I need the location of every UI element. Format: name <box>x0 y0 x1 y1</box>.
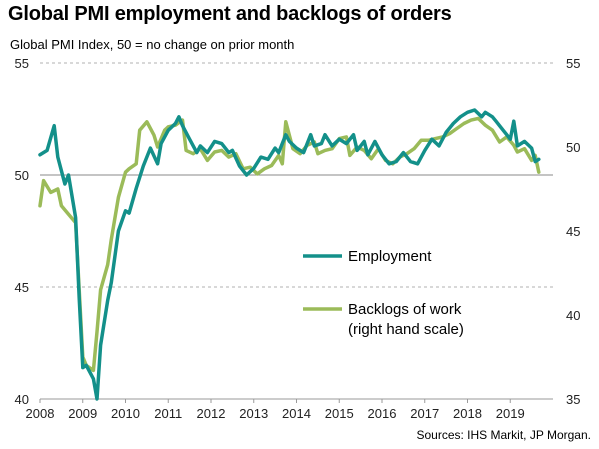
x-tick-label: 2011 <box>154 406 182 421</box>
x-tick-label: 2014 <box>282 406 311 421</box>
right-tick-label: 55 <box>566 56 580 71</box>
x-tick-label: 2010 <box>111 406 140 421</box>
series-line-employment <box>38 108 541 401</box>
x-tick-label: 2012 <box>197 406 226 421</box>
legend-label-employment: Employment <box>348 248 432 265</box>
legend: Employment Backlogs of work (right hand s… <box>303 248 464 338</box>
x-tick-label: 2008 <box>26 406 55 421</box>
right-y-axis: 35 40 45 50 55 <box>566 56 580 407</box>
legend-label-line: (right hand scale) <box>348 321 464 338</box>
x-tick-label: 2009 <box>68 406 97 421</box>
left-tick-label: 40 <box>15 392 29 407</box>
x-axis: 2008 2009 2010 2011 2012 2013 2014 2015 2016 2017… <box>26 399 525 421</box>
left-y-axis: 40 45 50 55 <box>15 56 29 407</box>
series-layer <box>38 108 541 401</box>
left-tick-label: 45 <box>15 280 29 295</box>
legend-item-employment: Employment <box>303 248 432 265</box>
x-tick-label: 2013 <box>239 406 268 421</box>
x-tick-label: 2016 <box>368 406 397 421</box>
x-tick-label: 2017 <box>410 406 439 421</box>
left-tick-label: 50 <box>15 168 29 183</box>
right-tick-label: 45 <box>566 224 580 239</box>
source-note: Sources: IHS Markit, JP Morgan. <box>416 428 591 442</box>
right-tick-label: 40 <box>566 308 580 323</box>
x-tick-label: 2018 <box>453 406 482 421</box>
left-tick-label: 55 <box>15 56 29 71</box>
chart-title: Global PMI employment and backlogs of or… <box>8 3 452 25</box>
legend-item-backlogs: Backlogs of work (right hand scale) <box>303 301 464 338</box>
x-tick-label: 2015 <box>325 406 354 421</box>
right-tick-label: 35 <box>566 392 580 407</box>
legend-label-line: Backlogs of work <box>348 301 462 318</box>
chart-subtitle: Global PMI Index, 50 = no change on prio… <box>10 37 295 52</box>
series-line-backlogs-of-work <box>38 116 541 373</box>
right-tick-label: 50 <box>566 140 580 155</box>
legend-label-backlogs: Backlogs of work (right hand scale) <box>348 301 464 338</box>
x-tick-label: 2019 <box>496 406 525 421</box>
